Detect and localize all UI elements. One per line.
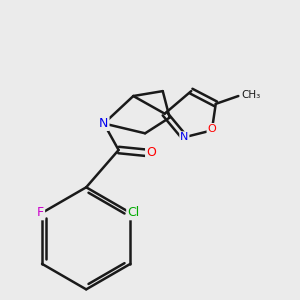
Text: O: O <box>146 146 156 159</box>
Text: N: N <box>180 132 188 142</box>
Text: N: N <box>99 117 109 130</box>
Text: CH₃: CH₃ <box>242 89 261 100</box>
Text: O: O <box>208 124 216 134</box>
Text: Cl: Cl <box>127 206 140 219</box>
Text: F: F <box>37 206 44 219</box>
